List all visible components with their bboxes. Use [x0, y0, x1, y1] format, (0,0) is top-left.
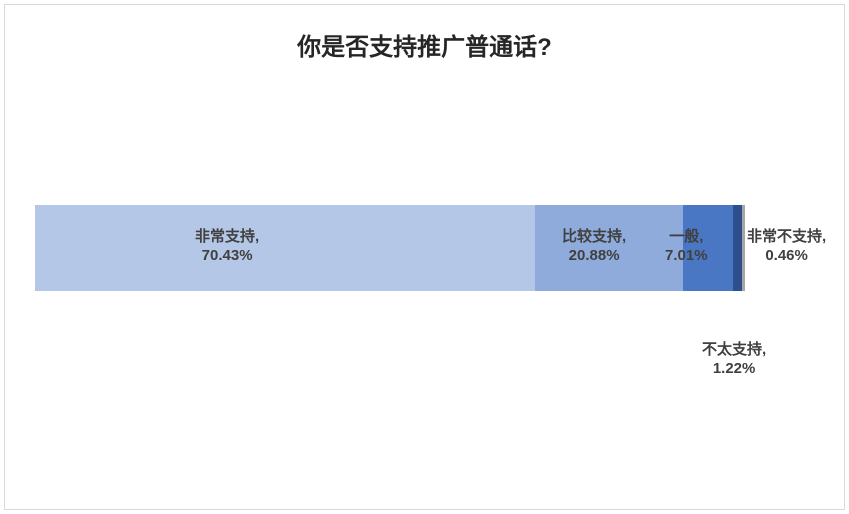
data-label-3: 不太支持 1.22% — [702, 341, 766, 379]
chart-container: 你是否支持推广普通话? 非常支持 70.43% 比较支持 20.88% 一般 7.01% 不… — [4, 4, 845, 510]
data-label-percent: 1.22% — [713, 360, 756, 377]
data-label-name: 比较支持 — [562, 228, 626, 245]
bar-segment-0 — [35, 205, 535, 291]
data-label-0: 非常支持 70.43% — [195, 228, 259, 266]
data-label-percent: 7.01% — [665, 247, 708, 264]
data-label-1: 比较支持 20.88% — [562, 228, 626, 266]
data-label-name: 不太支持 — [702, 341, 766, 358]
chart-title: 你是否支持推广普通话? — [5, 27, 844, 62]
data-label-percent: 70.43% — [202, 247, 253, 264]
data-label-name: 非常支持 — [195, 228, 259, 245]
data-label-percent: 0.46% — [765, 247, 808, 264]
data-label-4: 非常不支持 0.46% — [747, 228, 826, 266]
bar-segment-4 — [742, 205, 745, 291]
data-label-name: 非常不支持 — [747, 228, 826, 245]
bar-segment-3 — [733, 205, 742, 291]
bar-track — [35, 205, 745, 291]
data-label-2: 一般 7.01% — [665, 228, 708, 266]
data-label-percent: 20.88% — [569, 247, 620, 264]
data-label-name: 一般 — [669, 228, 703, 245]
